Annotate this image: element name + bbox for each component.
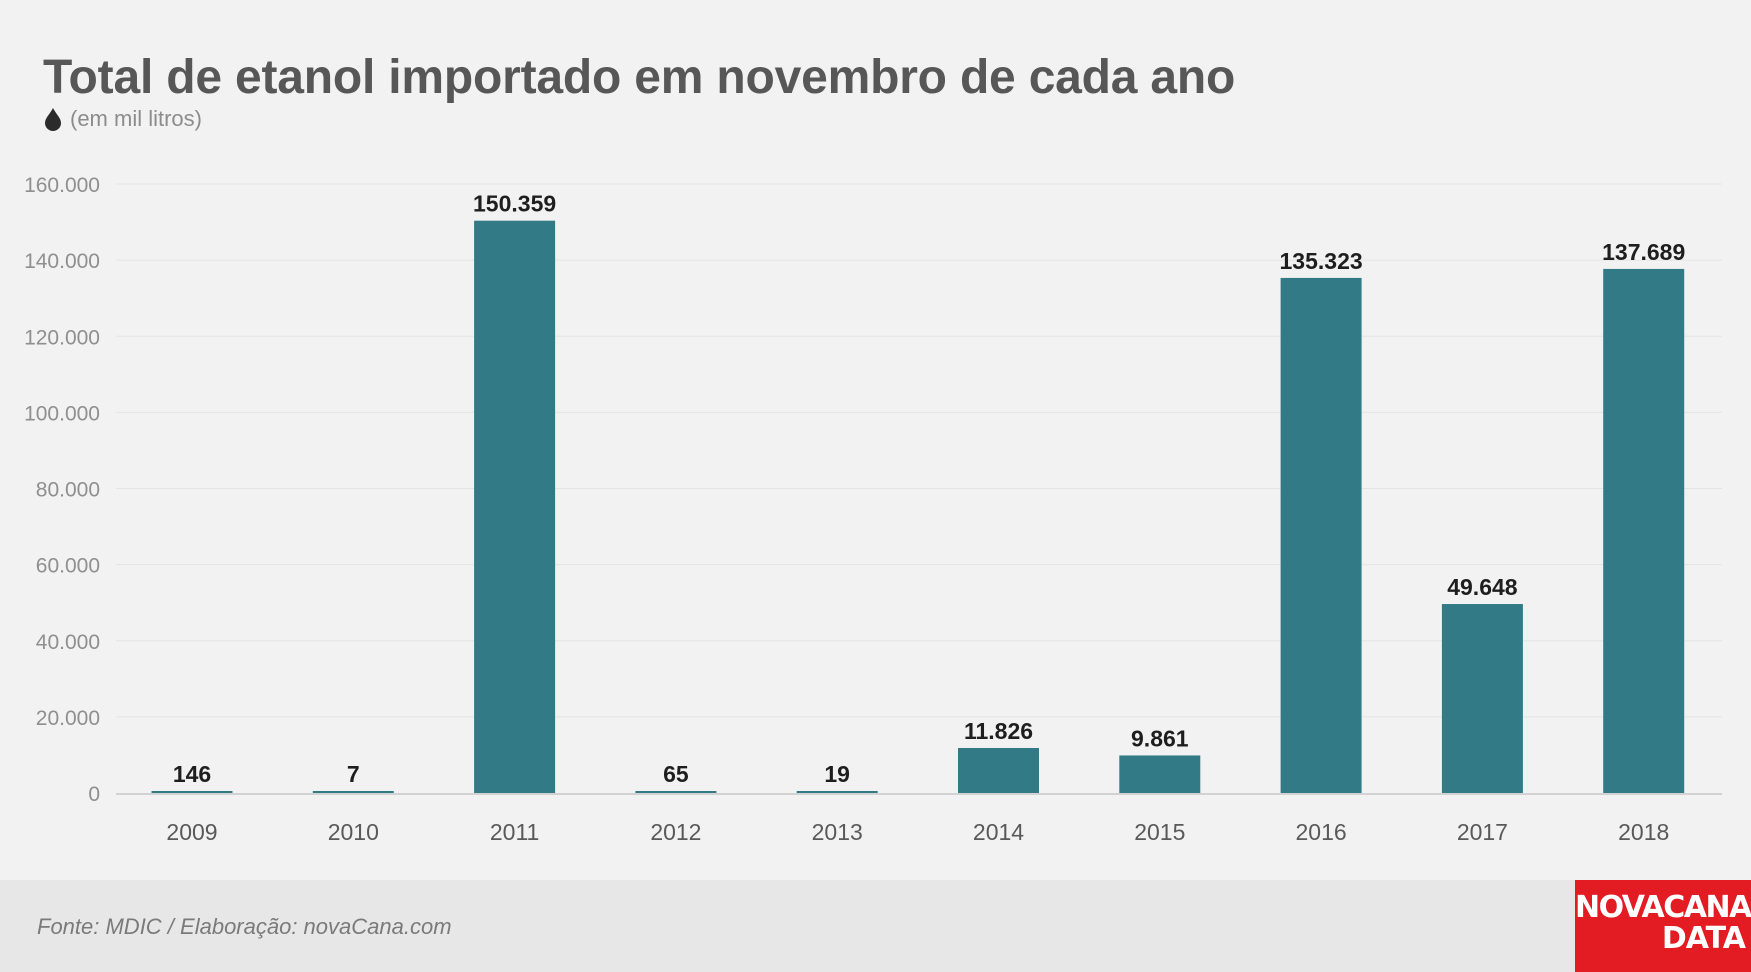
y-tick-label: 120.000: [24, 326, 100, 349]
bar-2009: [151, 791, 233, 793]
data-label-2016: 135.323: [1280, 248, 1363, 274]
data-label-2018: 137.689: [1602, 239, 1685, 265]
x-tick-label-2010: 2010: [328, 819, 379, 845]
data-label-2017: 49.648: [1447, 574, 1518, 600]
bars: [151, 220, 1685, 794]
chart-title: Total de etanol importado em novembro de…: [43, 51, 1236, 104]
y-tick-label: 40.000: [36, 631, 100, 654]
bar-2010: [312, 791, 394, 793]
x-tick-label-2011: 2011: [490, 819, 539, 845]
data-label-2009: 146: [173, 761, 211, 787]
data-label-2013: 19: [824, 761, 850, 787]
x-tick-label-2018: 2018: [1618, 819, 1669, 845]
y-tick-label: 140.000: [24, 250, 100, 273]
x-tick-label-2009: 2009: [166, 819, 217, 845]
y-tick-label: 80.000: [36, 479, 100, 502]
y-tick-label: 0: [88, 783, 100, 806]
x-tick-label-2016: 2016: [1296, 819, 1347, 845]
source-note: Fonte: MDIC / Elaboração: novaCana.com: [37, 914, 452, 939]
bar-chart: 0 20.000 40.000 60.000 80.000 100.000 120.000 1…: [24, 174, 1722, 845]
logo-text-line2: DATA: [1661, 921, 1746, 956]
data-label-2015: 9.861: [1131, 725, 1189, 751]
data-labels: 146 7 150.359 65 19 11.826 9.861 135.323 49.648 1…: [173, 191, 1685, 787]
footer: Fonte: MDIC / Elaboração: novaCana.com N…: [0, 880, 1751, 972]
y-tick-label: 100.000: [24, 402, 100, 425]
logo-text-line1: NOVACANA: [1575, 890, 1751, 925]
bar-2013: [796, 791, 878, 793]
water-drop-icon: [45, 108, 61, 131]
y-tick-label: 60.000: [36, 555, 100, 578]
x-tick-label-2012: 2012: [650, 819, 701, 845]
y-tick-label: 160.000: [24, 174, 100, 197]
data-label-2010: 7: [347, 761, 360, 787]
bar-2016: [1280, 277, 1362, 793]
bar-2012: [635, 791, 717, 793]
x-axis: 2009 2010 2011 2012 2013 2014 2015 2016 2017 2018: [166, 819, 1669, 845]
novacana-data-logo: NOVACANA DATA: [1575, 880, 1751, 972]
grid-lines: [116, 183, 1722, 718]
bar-2011: [474, 220, 556, 794]
x-tick-label-2014: 2014: [973, 819, 1024, 845]
data-label-2014: 11.826: [964, 718, 1033, 744]
chart-subtitle: (em mil litros): [70, 106, 202, 131]
bar-2015: [1119, 755, 1201, 793]
bar-2018: [1603, 268, 1685, 793]
bar-2017: [1441, 604, 1523, 793]
y-tick-label: 20.000: [36, 707, 100, 730]
subtitle-row: (em mil litros): [44, 106, 202, 132]
bar-2014: [958, 747, 1039, 793]
data-label-2012: 65: [663, 761, 689, 787]
x-tick-label-2017: 2017: [1457, 819, 1508, 845]
data-label-2011: 150.359: [473, 191, 556, 217]
y-axis: 0 20.000 40.000 60.000 80.000 100.000 120.000 1…: [24, 174, 100, 806]
x-tick-label-2015: 2015: [1134, 819, 1185, 845]
x-tick-label-2013: 2013: [812, 819, 863, 845]
